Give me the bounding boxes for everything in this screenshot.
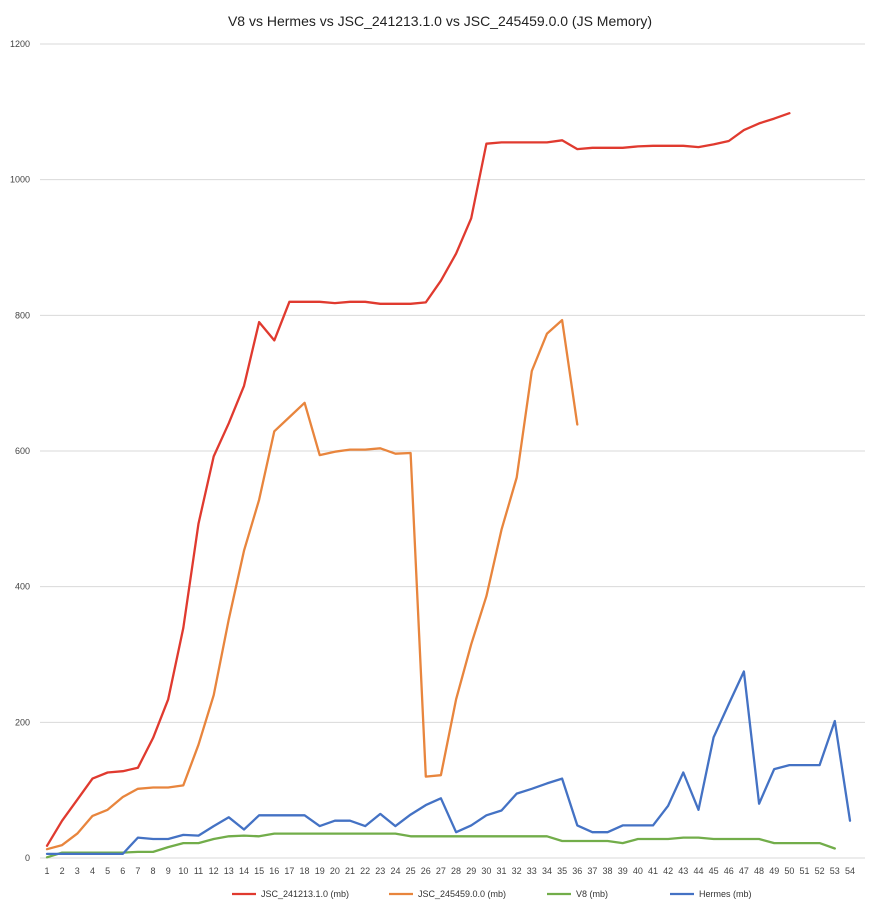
y-tick-label: 1000 [10, 175, 30, 185]
x-axis-tick-labels: 1 2 3 4 5 6 7 8 9 10 11 12 13 14 15 16 17 18 19 20 21 22 23 24 2… [44, 866, 854, 876]
x-tick-label: 29 [466, 866, 476, 876]
legend: JSC_241213.1.0 (mb) JSC_245459.0.0 (mb) V8… [232, 889, 752, 899]
x-tick-label: 34 [542, 866, 552, 876]
series-line-2 [45, 832, 836, 859]
x-tick-label: 19 [315, 866, 325, 876]
x-tick-label: 53 [830, 866, 840, 876]
x-tick-label: 41 [648, 866, 658, 876]
x-tick-label: 4 [90, 866, 95, 876]
x-tick-label: 48 [754, 866, 764, 876]
y-tick-label: 600 [15, 446, 30, 456]
x-tick-label: 1 [44, 866, 49, 876]
x-tick-label: 28 [451, 866, 461, 876]
x-tick-label: 46 [724, 866, 734, 876]
series-lines [45, 112, 852, 859]
x-tick-label: 25 [406, 866, 416, 876]
x-tick-label: 47 [739, 866, 749, 876]
series-line-3 [45, 670, 852, 856]
x-tick-label: 24 [390, 866, 400, 876]
x-tick-label: 8 [151, 866, 156, 876]
x-tick-label: 10 [178, 866, 188, 876]
x-tick-label: 20 [330, 866, 340, 876]
x-tick-label: 39 [618, 866, 628, 876]
legend-label-0: JSC_241213.1.0 (mb) [261, 889, 349, 899]
x-tick-label: 43 [678, 866, 688, 876]
x-tick-label: 30 [481, 866, 491, 876]
x-tick-label: 26 [421, 866, 431, 876]
x-tick-label: 32 [512, 866, 522, 876]
chart-title: V8 vs Hermes vs JSC_241213.1.0 vs JSC_24… [228, 13, 652, 29]
x-tick-label: 44 [693, 866, 703, 876]
x-tick-label: 2 [60, 866, 65, 876]
x-tick-label: 21 [345, 866, 355, 876]
x-tick-label: 15 [254, 866, 264, 876]
x-tick-label: 50 [784, 866, 794, 876]
x-tick-label: 27 [436, 866, 446, 876]
x-tick-label: 52 [815, 866, 825, 876]
x-tick-label: 14 [239, 866, 249, 876]
y-axis-tick-labels: 0 200 400 600 800 1000 1200 [10, 39, 30, 863]
x-tick-label: 23 [375, 866, 385, 876]
x-tick-label: 37 [587, 866, 597, 876]
x-tick-label: 16 [269, 866, 279, 876]
x-tick-label: 13 [224, 866, 234, 876]
x-tick-label: 42 [663, 866, 673, 876]
legend-label-3: Hermes (mb) [699, 889, 752, 899]
y-tick-label: 200 [15, 717, 30, 727]
legend-label-2: V8 (mb) [576, 889, 608, 899]
x-tick-label: 6 [120, 866, 125, 876]
y-tick-label: 1200 [10, 39, 30, 49]
series-line-1 [45, 318, 579, 851]
x-tick-label: 11 [194, 866, 203, 876]
x-tick-label: 40 [633, 866, 643, 876]
x-tick-label: 5 [105, 866, 110, 876]
series-line-0 [45, 112, 791, 847]
x-tick-label: 49 [769, 866, 779, 876]
y-tick-label: 400 [15, 582, 30, 592]
x-tick-label: 31 [496, 866, 506, 876]
x-tick-label: 17 [284, 866, 294, 876]
x-tick-label: 7 [135, 866, 140, 876]
x-tick-label: 22 [360, 866, 370, 876]
x-tick-label: 51 [799, 866, 809, 876]
x-tick-label: 3 [75, 866, 80, 876]
x-tick-label: 54 [845, 866, 855, 876]
x-tick-label: 36 [572, 866, 582, 876]
x-tick-label: 35 [557, 866, 567, 876]
y-tick-label: 800 [15, 310, 30, 320]
x-tick-label: 38 [603, 866, 613, 876]
x-tick-label: 9 [166, 866, 171, 876]
x-tick-label: 18 [300, 866, 310, 876]
x-tick-label: 12 [209, 866, 219, 876]
x-tick-label: 33 [527, 866, 537, 876]
y-tick-label: 0 [25, 853, 30, 863]
legend-label-1: JSC_245459.0.0 (mb) [418, 889, 506, 899]
x-tick-label: 45 [709, 866, 719, 876]
